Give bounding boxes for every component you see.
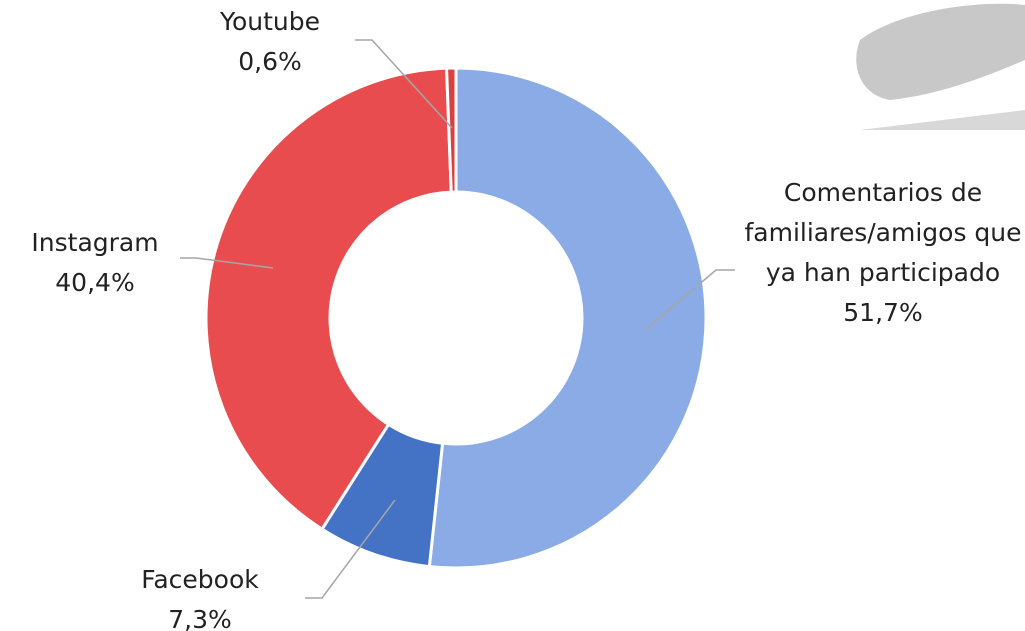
data-label: Facebook 7,3%: [100, 560, 300, 631]
category-label: Instagram: [31, 228, 159, 257]
value-label: 40,4%: [55, 268, 135, 297]
value-label: 51,7%: [843, 298, 923, 327]
value-label: 0,6%: [238, 47, 302, 76]
donut-slice: [427, 66, 708, 570]
donut-slice: [204, 66, 453, 532]
data-label: Youtube 0,6%: [170, 2, 370, 82]
category-label: Youtube: [220, 7, 320, 36]
decoration: [856, 3, 1025, 130]
category-label: Facebook: [141, 565, 259, 594]
leader-lines: [180, 39, 735, 599]
donut-slice: [445, 66, 458, 194]
data-label: Instagram 40,4%: [0, 223, 190, 303]
data-label: Comentarios de familiares/amigos que ya …: [738, 173, 1025, 333]
value-label: 7,3%: [168, 605, 232, 631]
category-label: Comentarios de familiares/amigos que ya …: [744, 178, 1022, 287]
